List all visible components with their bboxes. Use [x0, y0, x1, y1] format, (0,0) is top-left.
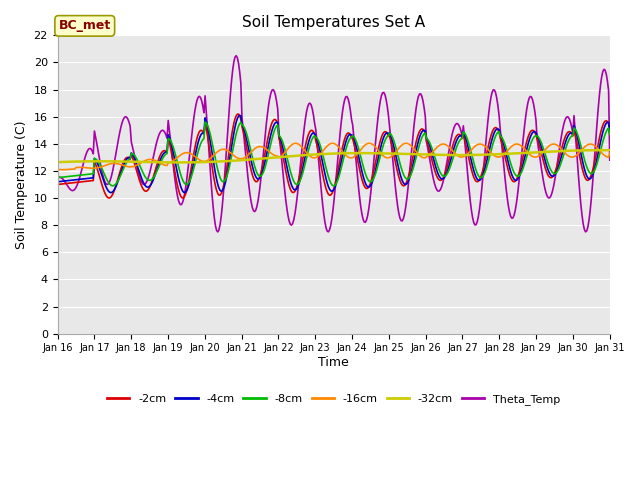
- X-axis label: Time: Time: [318, 356, 349, 369]
- Title: Soil Temperatures Set A: Soil Temperatures Set A: [242, 15, 425, 30]
- Text: BC_met: BC_met: [59, 19, 111, 32]
- Legend: -2cm, -4cm, -8cm, -16cm, -32cm, Theta_Temp: -2cm, -4cm, -8cm, -16cm, -32cm, Theta_Te…: [103, 390, 564, 409]
- Y-axis label: Soil Temperature (C): Soil Temperature (C): [15, 120, 28, 249]
